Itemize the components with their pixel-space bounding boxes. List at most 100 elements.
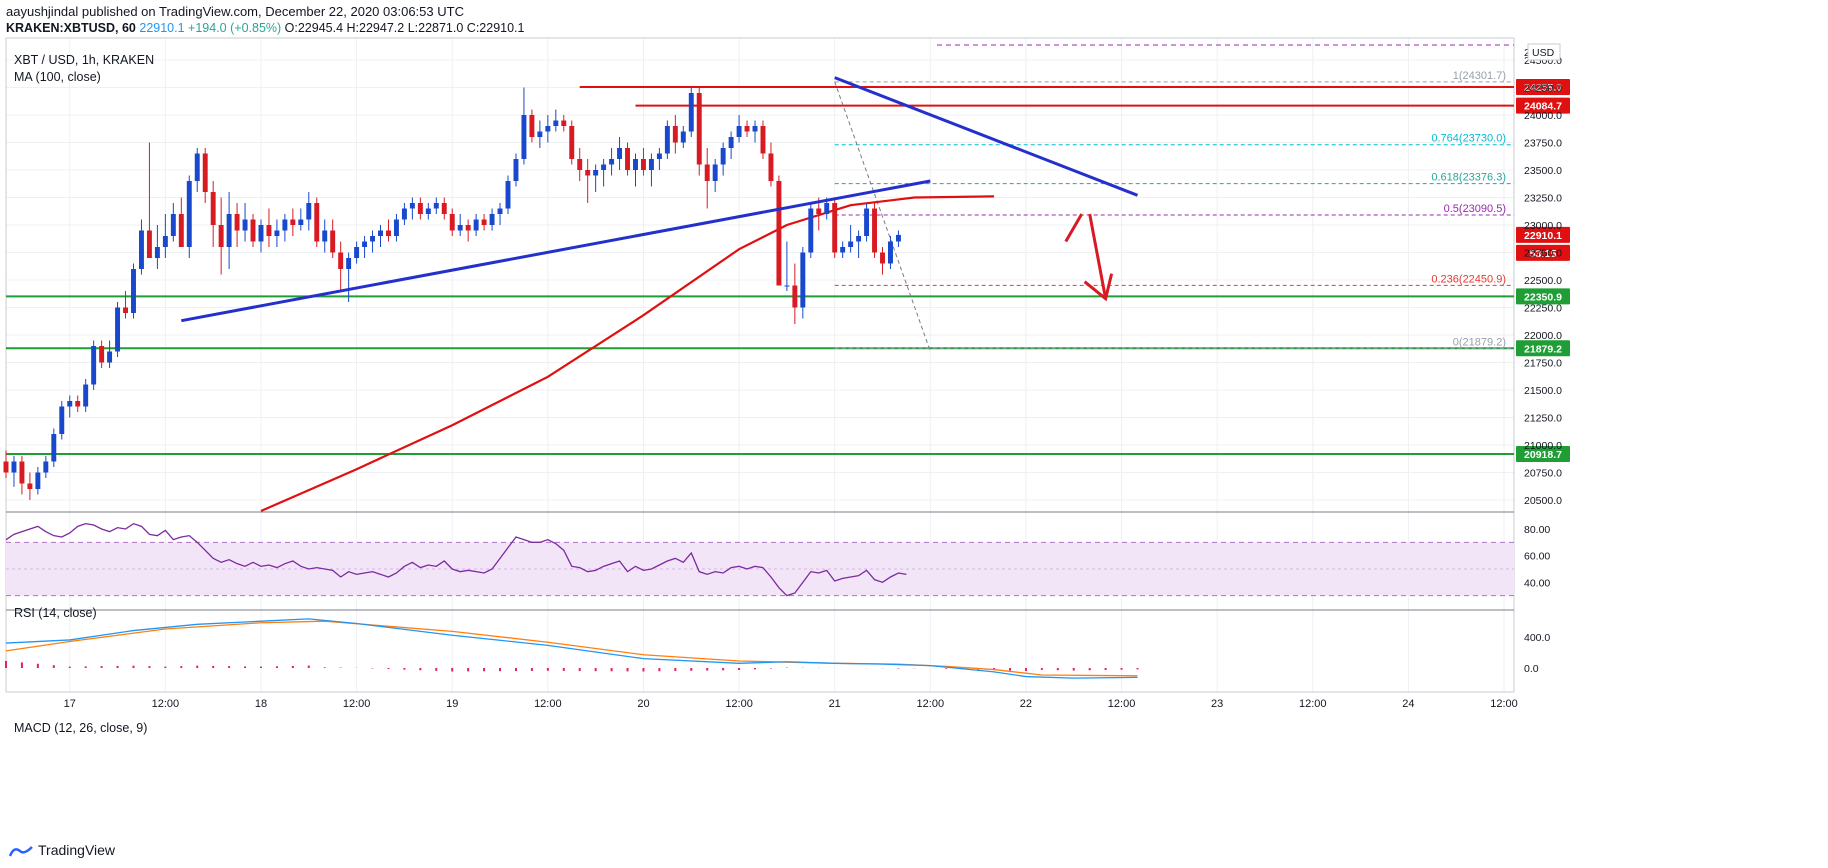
candle-body[interactable] [346, 258, 352, 269]
candle-body[interactable] [123, 307, 128, 314]
candle-body[interactable] [338, 252, 344, 270]
candle-body[interactable] [656, 153, 662, 160]
candle-body[interactable] [752, 126, 758, 132]
candle-body[interactable] [274, 230, 280, 237]
candle-body[interactable] [864, 208, 870, 237]
candle-body[interactable] [473, 219, 479, 231]
candle-body[interactable] [178, 214, 184, 247]
candle-body[interactable] [186, 181, 192, 247]
tradingview-logo[interactable]: TradingView [8, 842, 115, 858]
candle-body[interactable] [401, 208, 407, 220]
candle-body[interactable] [449, 214, 455, 231]
candle-body[interactable] [3, 461, 9, 473]
candle-body[interactable] [895, 234, 901, 242]
candle-body[interactable] [768, 153, 774, 182]
candle-body[interactable] [43, 461, 49, 473]
candle-body[interactable] [577, 159, 583, 170]
candle-body[interactable] [704, 164, 710, 182]
ma100-line[interactable] [260, 195, 995, 513]
candle-body[interactable] [138, 230, 144, 270]
candle-body[interactable] [99, 346, 105, 363]
candle-body[interactable] [146, 230, 152, 259]
candle-body[interactable] [11, 461, 17, 473]
currency-badge[interactable] [1527, 43, 1561, 61]
candle-body[interactable] [83, 384, 89, 407]
candle-body[interactable] [115, 307, 121, 352]
candle-body[interactable] [505, 181, 511, 209]
candle-body[interactable] [585, 170, 591, 176]
candle-body[interactable] [712, 164, 718, 182]
candle-body[interactable] [75, 401, 81, 407]
candle-body[interactable] [593, 170, 599, 176]
candle-body[interactable] [609, 159, 615, 165]
candle-body[interactable] [736, 126, 742, 137]
candle-body[interactable] [521, 115, 527, 159]
candle-body[interactable] [170, 214, 176, 236]
candle-body[interactable] [840, 247, 846, 253]
candle-body[interactable] [441, 203, 447, 214]
candle-body[interactable] [425, 208, 431, 215]
price-badge[interactable] [1516, 226, 1570, 243]
candle-body[interactable] [481, 219, 487, 226]
macd-line[interactable] [5, 618, 1138, 679]
candle-body[interactable] [362, 241, 368, 248]
candle-body[interactable] [633, 159, 638, 170]
price-badge[interactable] [1516, 340, 1570, 357]
candle-body[interactable] [489, 214, 495, 225]
candle-body[interactable] [162, 236, 168, 247]
candle-body[interactable] [417, 203, 423, 214]
candle-body[interactable] [856, 236, 862, 242]
candle-body[interactable] [258, 225, 264, 242]
candle-body[interactable] [457, 225, 463, 231]
candle-body[interactable] [800, 252, 806, 308]
candle-body[interactable] [67, 401, 73, 407]
price-badge[interactable] [1516, 97, 1570, 114]
candle-body[interactable] [290, 219, 296, 226]
candle-body[interactable] [250, 219, 256, 242]
price-badge[interactable] [1516, 244, 1570, 261]
candle-body[interactable] [330, 230, 336, 253]
candle-body[interactable] [848, 241, 854, 248]
candle-body[interactable] [282, 219, 288, 231]
candle-body[interactable] [210, 192, 216, 225]
candle-body[interactable] [154, 247, 160, 258]
price-badge[interactable] [1516, 78, 1570, 95]
candle-body[interactable] [59, 406, 65, 435]
candle-body[interactable] [553, 120, 559, 127]
candle-body[interactable] [672, 126, 678, 143]
candle-body[interactable] [832, 203, 838, 253]
candle-body[interactable] [35, 472, 41, 490]
candle-body[interactable] [202, 153, 208, 193]
candle-body[interactable] [51, 434, 57, 462]
candle-body[interactable] [497, 208, 503, 215]
candle-body[interactable] [194, 153, 200, 182]
candle-body[interactable] [561, 120, 567, 127]
candle-body[interactable] [688, 93, 694, 132]
candle-body[interactable] [617, 148, 623, 159]
candle-body[interactable] [744, 126, 750, 132]
candle-body[interactable] [393, 219, 399, 237]
candle-body[interactable] [314, 203, 320, 242]
candle-body[interactable] [386, 230, 391, 237]
candle-body[interactable] [601, 164, 607, 171]
candle-body[interactable] [513, 159, 519, 181]
candle-body[interactable] [91, 346, 97, 385]
publisher[interactable]: aayushjindal [6, 4, 79, 19]
candle-body[interactable] [322, 230, 328, 242]
candle-body[interactable] [242, 219, 248, 231]
macd-signal-line[interactable] [5, 620, 1138, 677]
candle-body[interactable] [298, 219, 304, 226]
candle-body[interactable] [640, 159, 646, 170]
rsi-line[interactable] [5, 522, 907, 597]
candle-body[interactable] [760, 126, 766, 154]
candle-body[interactable] [537, 131, 543, 138]
candle-body[interactable] [370, 236, 376, 242]
candle-body[interactable] [266, 225, 272, 236]
candle-body[interactable] [27, 483, 33, 490]
candle-body[interactable] [880, 252, 885, 264]
candle-body[interactable] [218, 225, 224, 247]
candle-body[interactable] [808, 208, 814, 253]
candle-body[interactable] [824, 203, 830, 214]
candle-body[interactable] [776, 181, 782, 286]
